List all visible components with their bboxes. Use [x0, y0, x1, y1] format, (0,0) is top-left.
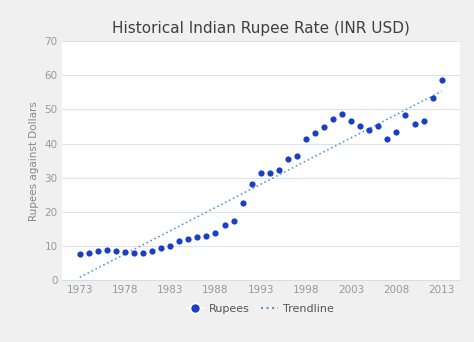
Point	[411, 121, 419, 127]
Point	[257, 170, 264, 176]
Point	[157, 245, 165, 251]
Point	[175, 239, 183, 244]
Point	[184, 236, 192, 241]
Point	[212, 230, 219, 236]
Point	[148, 248, 156, 253]
Point	[429, 95, 437, 101]
Point	[311, 130, 319, 136]
Point	[230, 218, 237, 223]
Point	[193, 235, 201, 240]
Point	[438, 77, 446, 83]
Point	[284, 157, 292, 162]
Point	[130, 250, 138, 255]
Point	[85, 250, 92, 255]
Point	[166, 243, 174, 249]
Point	[329, 116, 337, 122]
Point	[392, 129, 400, 134]
Point	[420, 118, 428, 123]
Point	[139, 251, 147, 256]
Point	[275, 167, 283, 172]
Point	[320, 124, 328, 130]
Point	[221, 222, 228, 228]
Y-axis label: Rupees against Dollars: Rupees against Dollars	[29, 101, 39, 221]
Point	[347, 118, 355, 124]
Point	[112, 248, 120, 253]
Point	[302, 136, 310, 142]
Point	[103, 247, 110, 253]
Point	[338, 111, 346, 117]
Point	[365, 127, 373, 132]
Title: Historical Indian Rupee Rate (INR USD): Historical Indian Rupee Rate (INR USD)	[112, 21, 410, 36]
Point	[94, 248, 101, 254]
Point	[374, 123, 382, 128]
Point	[356, 123, 364, 128]
Point	[266, 170, 273, 176]
Point	[401, 112, 409, 118]
Point	[121, 250, 129, 255]
Point	[76, 251, 83, 257]
Point	[239, 200, 246, 206]
Point	[293, 154, 301, 159]
Legend: Rupees, Trendline: Rupees, Trendline	[182, 299, 339, 318]
Point	[202, 234, 210, 239]
Point	[383, 136, 391, 142]
Point	[248, 182, 255, 187]
